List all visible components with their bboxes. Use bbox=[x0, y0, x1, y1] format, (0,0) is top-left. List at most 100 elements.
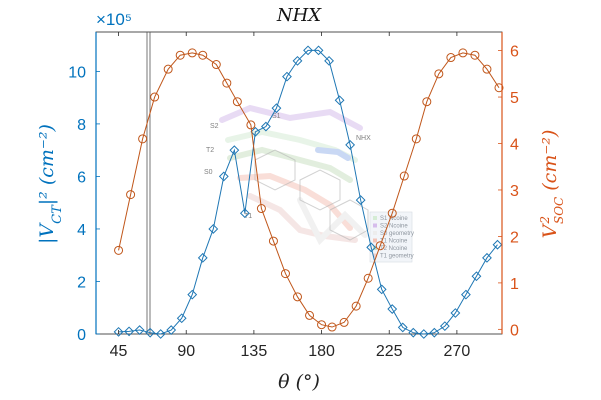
data-point-diamond bbox=[124, 326, 134, 337]
y-left-tick-label: 6 bbox=[77, 169, 86, 186]
series-layer bbox=[113, 45, 504, 339]
data-point-circle bbox=[198, 50, 208, 60]
data-point-diamond bbox=[366, 242, 377, 253]
y-right-tick-label: 0 bbox=[510, 322, 519, 339]
data-point-diamond bbox=[303, 45, 313, 56]
data-point-diamond bbox=[387, 304, 398, 314]
y-right-tick-label: 6 bbox=[510, 44, 519, 61]
data-point-circle bbox=[470, 50, 480, 60]
mol-label-s2: S2 bbox=[210, 123, 219, 130]
inset-legend-label: S1 Ncoine bbox=[380, 216, 408, 222]
data-point-circle bbox=[482, 64, 492, 74]
data-point-circle bbox=[446, 53, 456, 63]
x-axis-title: θ (°) bbox=[278, 371, 320, 393]
data-point-diamond bbox=[482, 252, 492, 263]
data-point-diamond bbox=[334, 95, 345, 106]
y-right-axis-title: V2SOC (cm⁻²) bbox=[538, 130, 566, 239]
data-point-diamond bbox=[155, 329, 166, 339]
data-point-circle bbox=[292, 292, 302, 302]
data-point-circle bbox=[339, 317, 349, 327]
data-point-diamond bbox=[355, 195, 366, 205]
data-point-circle bbox=[280, 269, 290, 279]
mol-label-t2: T2 bbox=[206, 147, 214, 154]
data-point-circle bbox=[211, 60, 221, 70]
data-point-circle bbox=[126, 190, 136, 200]
y-left-tick-label: 8 bbox=[77, 117, 86, 134]
series-vct bbox=[113, 45, 503, 339]
inset-legend-swatch bbox=[373, 216, 377, 220]
data-point-circle bbox=[399, 171, 409, 181]
data-point-circle bbox=[187, 48, 197, 58]
y-left-tick-label: 10 bbox=[68, 64, 86, 81]
data-point-circle bbox=[458, 48, 468, 58]
data-point-diamond bbox=[292, 55, 303, 66]
series-line bbox=[118, 49, 498, 335]
data-point-circle bbox=[317, 320, 327, 330]
data-point-circle bbox=[246, 120, 256, 130]
data-point-diamond bbox=[492, 239, 503, 250]
data-point-circle bbox=[411, 134, 421, 144]
y-right-tick-label: 2 bbox=[510, 229, 519, 246]
inset-legend-swatch bbox=[373, 223, 377, 228]
y-right-tick-label: 1 bbox=[510, 276, 519, 293]
mol-label-nhx: NHX bbox=[356, 135, 371, 142]
data-point-diamond bbox=[376, 284, 387, 295]
data-point-diamond bbox=[218, 171, 229, 182]
data-point-diamond bbox=[429, 327, 440, 338]
y-axis-left: 0 2 4 6 8 10 bbox=[68, 64, 100, 344]
data-point-diamond bbox=[261, 121, 271, 132]
inset-legend-label: T1 geometry bbox=[380, 254, 414, 260]
inset-legend-label: S0 geometry bbox=[380, 231, 414, 237]
y-left-tick-label: 0 bbox=[77, 327, 86, 344]
x-tick-label: 90 bbox=[177, 343, 195, 360]
data-point-diamond bbox=[187, 289, 198, 300]
inset-legend-swatch bbox=[373, 231, 377, 235]
data-point-diamond bbox=[197, 252, 208, 263]
y-left-axis-title: |VCT|² (cm⁻²) bbox=[36, 124, 65, 244]
data-point-diamond bbox=[439, 321, 450, 332]
data-point-circle bbox=[175, 50, 185, 60]
data-point-diamond bbox=[324, 55, 334, 66]
y-right-tick-label: 3 bbox=[510, 183, 519, 200]
data-point-diamond bbox=[408, 327, 419, 338]
data-point-circle bbox=[256, 204, 266, 214]
data-point-diamond bbox=[239, 208, 250, 219]
inset-legend-swatch bbox=[373, 238, 377, 243]
data-point-circle bbox=[305, 310, 315, 320]
data-point-diamond bbox=[113, 326, 124, 337]
x-tick-label: 180 bbox=[308, 343, 335, 360]
data-point-diamond bbox=[418, 329, 429, 339]
data-point-circle bbox=[150, 92, 160, 102]
mol-label-s0: S0 bbox=[204, 169, 213, 176]
y-left-exponent: ×10⁵ bbox=[96, 10, 132, 29]
data-point-circle bbox=[222, 78, 232, 88]
data-point-circle bbox=[232, 97, 242, 107]
data-point-circle bbox=[163, 64, 173, 74]
data-point-diamond bbox=[282, 71, 292, 82]
reference-line bbox=[146, 32, 151, 334]
x-tick-label: 45 bbox=[110, 343, 128, 360]
molecule-labels: S2 S1 T2 S0 T1 NHX bbox=[204, 113, 371, 220]
data-point-diamond bbox=[471, 271, 482, 282]
series-vsoc bbox=[114, 48, 504, 332]
inset-legend-label: S2 Ncoine bbox=[380, 224, 408, 230]
data-point-diamond bbox=[313, 45, 324, 56]
data-point-circle bbox=[387, 208, 397, 218]
x-tick-label: 135 bbox=[241, 343, 268, 360]
y-right-tick-label: 4 bbox=[510, 137, 519, 154]
data-point-diamond bbox=[345, 140, 356, 150]
data-point-diamond bbox=[450, 308, 461, 318]
data-point-diamond bbox=[397, 322, 408, 333]
data-point-circle bbox=[494, 83, 504, 93]
x-axis: 45 90 135 180 225 270 bbox=[110, 32, 470, 360]
y-axis-right: 0 1 2 3 4 5 6 bbox=[498, 44, 519, 339]
data-point-circle bbox=[114, 245, 124, 255]
data-point-circle bbox=[351, 301, 361, 311]
data-point-diamond bbox=[166, 325, 177, 335]
inset-legend-swatch bbox=[373, 253, 377, 258]
data-point-circle bbox=[434, 69, 444, 79]
data-point-circle bbox=[327, 322, 337, 332]
molecule-inset-image: S2 S1 T2 S0 T1 NHX S1 Ncoine S2 NcoineS0 … bbox=[204, 104, 414, 263]
